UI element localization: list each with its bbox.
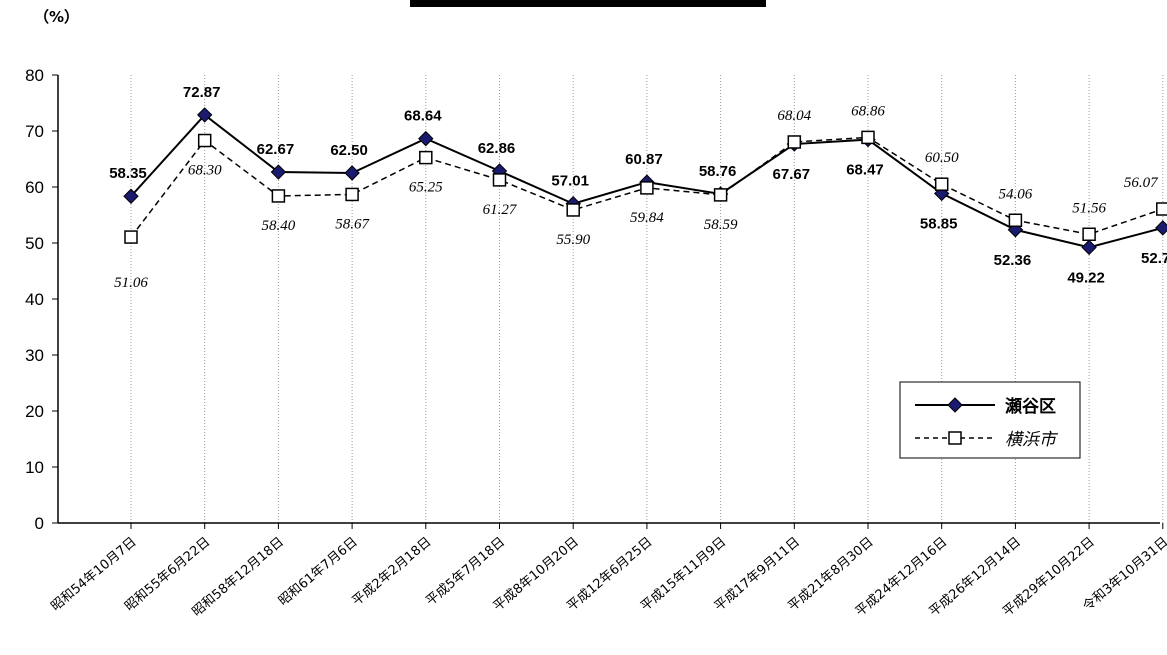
point-yokohama-8 bbox=[713, 188, 728, 202]
legend-label-seya: 瀬谷区 bbox=[1005, 397, 1056, 417]
label-seya-0: 58.35 bbox=[109, 165, 147, 182]
label-yokohama-7: 59.84 bbox=[630, 210, 664, 226]
label-seya-1: 72.87 bbox=[183, 84, 221, 101]
point-yokohama-4 bbox=[419, 150, 433, 165]
label-yokohama-4: 65.25 bbox=[409, 180, 443, 196]
y-unit-label: （%） bbox=[34, 8, 79, 26]
point-yokohama-3 bbox=[345, 187, 359, 202]
y-tick-label-3: 30 bbox=[25, 346, 44, 365]
y-tick-label-5: 50 bbox=[25, 234, 44, 253]
point-yokohama-12 bbox=[1008, 213, 1023, 228]
y-tick-label-4: 40 bbox=[25, 290, 44, 309]
label-yokohama-1: 68.30 bbox=[188, 163, 222, 179]
point-yokohama-13 bbox=[1082, 227, 1096, 242]
point-yokohama-14 bbox=[1156, 202, 1167, 216]
y-tick-label-8: 80 bbox=[25, 66, 44, 85]
title-bar bbox=[410, 0, 766, 7]
label-seya-11: 58.85 bbox=[920, 215, 958, 232]
label-seya-8: 58.76 bbox=[699, 163, 737, 180]
y-tick-label-7: 70 bbox=[25, 122, 44, 141]
point-seya-3 bbox=[344, 165, 360, 181]
label-seya-13: 49.22 bbox=[1067, 269, 1105, 286]
label-seya-2: 62.67 bbox=[257, 141, 295, 158]
label-yokohama-6: 55.90 bbox=[556, 232, 590, 248]
label-seya-9: 67.67 bbox=[773, 166, 811, 183]
legend: 瀬谷区 横浜市 bbox=[899, 381, 1081, 459]
label-seya-3: 62.50 bbox=[330, 142, 368, 159]
label-yokohama-10: 68.86 bbox=[851, 103, 885, 119]
label-seya-4: 68.64 bbox=[404, 108, 442, 125]
point-seya-0 bbox=[123, 188, 139, 204]
y-axis: 0 10 20 30 40 50 60 70 80 bbox=[25, 66, 59, 533]
label-yokohama-12: 54.06 bbox=[999, 186, 1033, 202]
y-tick-label-6: 60 bbox=[25, 178, 44, 197]
label-yokohama-5: 61.27 bbox=[483, 202, 518, 218]
point-seya-13 bbox=[1081, 239, 1097, 256]
label-seya-5: 62.86 bbox=[478, 140, 516, 157]
label-yokohama-8: 58.59 bbox=[704, 217, 738, 233]
label-seya-6: 57.01 bbox=[551, 173, 589, 190]
label-yokohama-3: 58.67 bbox=[335, 216, 370, 232]
label-seya-14: 52.70 bbox=[1141, 250, 1167, 267]
point-seya-1 bbox=[196, 107, 213, 123]
legend-box bbox=[899, 381, 1081, 459]
point-seya-2 bbox=[270, 164, 287, 180]
point-yokohama-10 bbox=[861, 130, 875, 145]
label-yokohama-14: 56.07 bbox=[1124, 175, 1159, 191]
label-yokohama-2: 58.40 bbox=[262, 218, 296, 234]
point-seya-4 bbox=[418, 130, 434, 147]
label-yokohama-11: 60.50 bbox=[925, 150, 959, 166]
y-tick-label-1: 10 bbox=[25, 458, 44, 477]
point-seya-14 bbox=[1155, 220, 1167, 236]
label-seya-10: 68.47 bbox=[846, 162, 884, 179]
series-layer bbox=[123, 107, 1167, 256]
label-seya-7: 60.87 bbox=[625, 151, 663, 168]
point-yokohama-9 bbox=[787, 135, 802, 149]
legend-marker-seya bbox=[947, 397, 963, 413]
point-yokohama-0 bbox=[124, 230, 138, 244]
point-yokohama-2 bbox=[271, 189, 286, 203]
y-tick-label-2: 20 bbox=[25, 402, 44, 421]
x-tick-label-3: 昭和61年7月6日 bbox=[276, 535, 361, 610]
point-yokohama-11 bbox=[934, 177, 949, 191]
point-yokohama-1 bbox=[197, 133, 212, 148]
label-yokohama-13: 51.56 bbox=[1072, 200, 1106, 216]
x-tick-label-4: 平成2年2月18日 bbox=[350, 535, 435, 610]
point-yokohama-6 bbox=[566, 203, 580, 217]
data-labels: 58.35 72.87 62.67 62.50 68.64 62.86 57.01 60.87… bbox=[109, 84, 1167, 291]
point-yokohama-7 bbox=[640, 181, 654, 195]
legend-marker-yokohama bbox=[948, 431, 962, 445]
label-yokohama-9: 68.04 bbox=[777, 108, 811, 124]
label-yokohama-0: 51.06 bbox=[114, 275, 148, 291]
x-axis: 昭和54年10月7日昭和55年6月22日昭和58年12月18日昭和61年7月6日… bbox=[48, 522, 1167, 620]
y-tick-label-0: 0 bbox=[35, 514, 44, 533]
point-yokohama-5 bbox=[492, 173, 507, 187]
label-seya-12: 52.36 bbox=[994, 252, 1032, 269]
legend-label-yokohama: 横浜市 bbox=[1005, 430, 1059, 450]
